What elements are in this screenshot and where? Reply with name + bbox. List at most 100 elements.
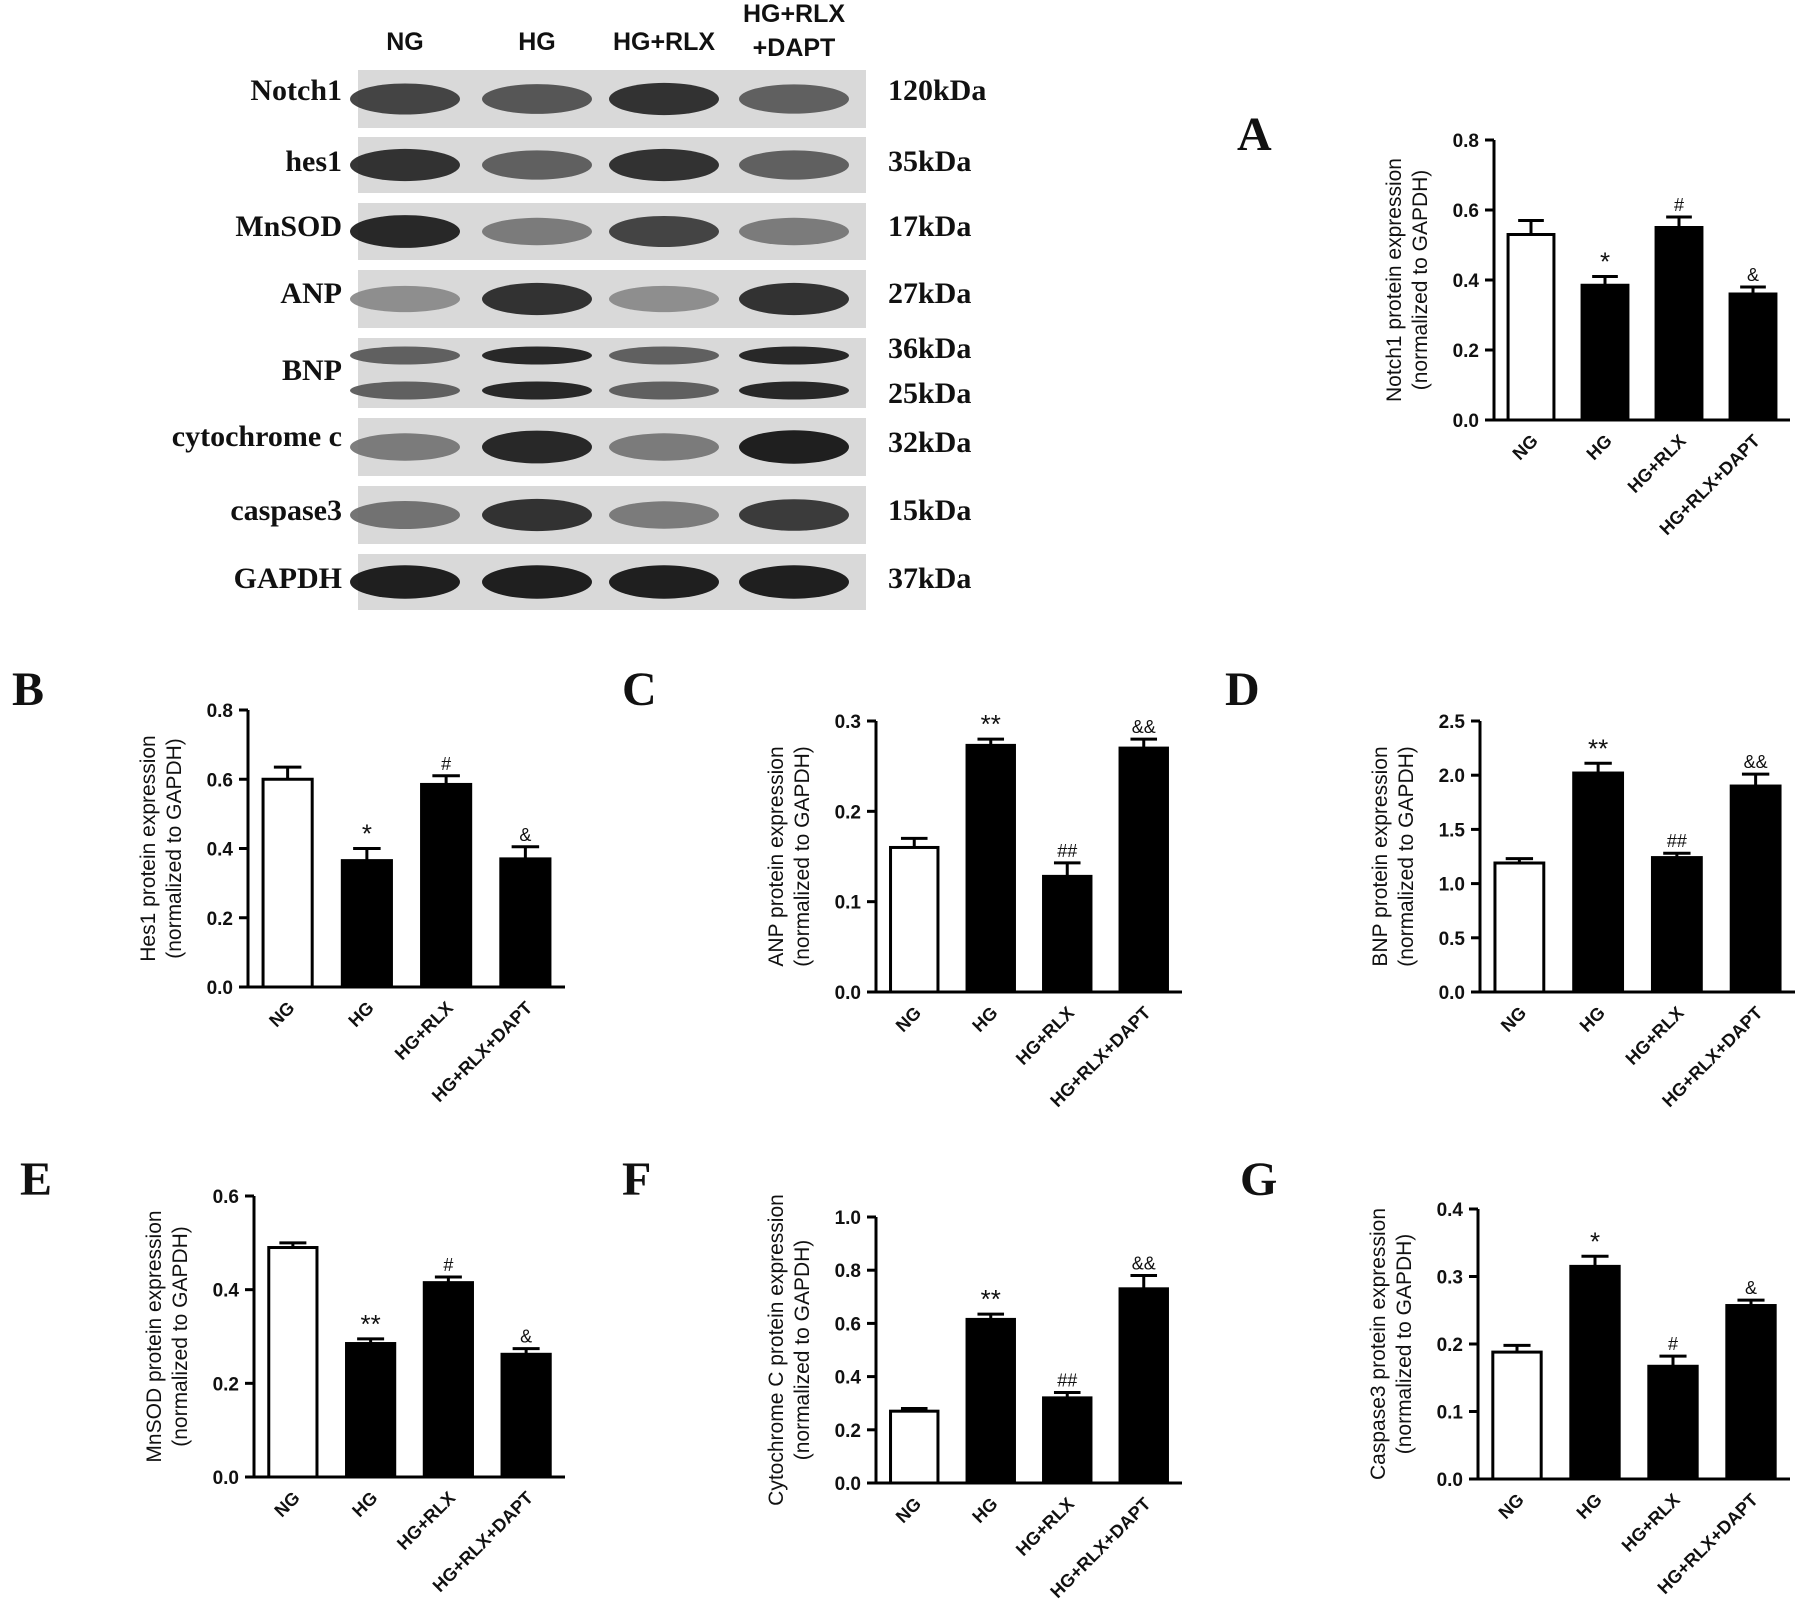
x-tick-label: NG <box>892 1494 925 1527</box>
bar <box>1580 283 1630 422</box>
bar <box>889 1409 940 1485</box>
y-tick-label: 0.6 <box>213 1187 239 1208</box>
bar <box>340 859 393 989</box>
y-tick-label: 1.0 <box>1439 875 1465 896</box>
blot-band <box>482 84 592 114</box>
x-tick-label: NG <box>1497 1003 1530 1036</box>
blot-band <box>739 346 849 365</box>
bar <box>267 1246 319 1479</box>
y-tick-label: 0.2 <box>835 802 861 823</box>
significance-label: ** <box>361 1309 381 1339</box>
x-tick-label: NG <box>892 1003 925 1036</box>
chart-panel: E 0.0 0.2 0.4 0.6 MnSOD protein expression (no… <box>20 1153 565 1596</box>
blot-band <box>350 346 460 365</box>
y-tick-label: 1.5 <box>1439 820 1466 841</box>
panel-letter: D <box>1225 663 1260 716</box>
y-axis-label: Caspase3 protein expression (normalized t… <box>1367 1208 1416 1480</box>
y-tick-label: 0.8 <box>1453 131 1479 152</box>
significance-label: # <box>443 1255 453 1275</box>
bar <box>1042 1396 1093 1485</box>
bar <box>1493 861 1546 994</box>
blot-row: hes1 35kDa <box>285 137 971 193</box>
bar <box>261 777 314 989</box>
blot-band <box>609 501 719 529</box>
bar <box>420 782 473 989</box>
x-tick-label: HG+RLX <box>1012 1494 1078 1560</box>
blot-band <box>350 83 460 115</box>
blot-kda-label: 27kDa <box>888 277 971 310</box>
blot-band <box>739 217 849 246</box>
y-tick-label: 2.5 <box>1439 712 1466 733</box>
blot-kda-label: 32kDa <box>888 426 971 459</box>
bar <box>422 1281 474 1479</box>
blot-kda-label: 25kDa <box>888 377 971 410</box>
blot-protein-label: hes1 <box>285 145 342 178</box>
blot-band <box>350 148 460 182</box>
x-tick-label: HG+RLX <box>1012 1003 1078 1069</box>
y-axis-label: Notch1 protein expression (normalized to … <box>1383 158 1432 402</box>
x-tick-label: HG+RLX <box>1622 1003 1688 1069</box>
x-tick-label: HG <box>968 1003 1001 1036</box>
blot-band <box>482 381 592 400</box>
y-tick-label: 0.6 <box>835 1314 861 1335</box>
bar <box>1118 1287 1169 1485</box>
bar <box>1118 746 1169 994</box>
blot-lane-label: HG+RLX <box>613 28 715 56</box>
blot-band <box>482 150 592 180</box>
blot-band <box>739 381 849 400</box>
blot-kda-label: 15kDa <box>888 494 971 527</box>
x-tick-label: NG <box>265 998 298 1031</box>
blot-row: GAPDH 37kDa <box>234 554 971 610</box>
y-axis-label: ANP protein expression (normalized to GAP… <box>765 746 814 967</box>
y-tick-label: 0.2 <box>213 1374 239 1395</box>
y-axis-label: MnSOD protein expression (normalized to G… <box>143 1210 192 1462</box>
chart-panel: B 0.0 0.2 0.4 0.6 0.8 Hes1 protein expression(… <box>12 663 565 1106</box>
bar <box>1728 292 1778 422</box>
blot-protein-label: cytochrome c <box>172 420 342 453</box>
significance-label: # <box>1674 195 1684 215</box>
blot-row: caspase3 15kDa <box>230 486 971 544</box>
y-tick-label: 0.4 <box>1453 271 1480 292</box>
significance-label: ** <box>1588 733 1608 763</box>
blot-band <box>482 565 592 599</box>
bar <box>1725 1304 1777 1481</box>
panel-letter: A <box>1237 108 1272 161</box>
blot-band <box>609 565 719 599</box>
bar <box>1650 856 1703 994</box>
bar <box>1491 1350 1543 1481</box>
y-tick-label: 0.2 <box>207 909 233 930</box>
chart-panel: A 0.0 0.2 0.4 0.6 0.8 Notch1 protein expressio… <box>1237 108 1790 539</box>
blot-band <box>609 346 719 365</box>
blot-band <box>609 381 719 400</box>
bar <box>1647 1364 1699 1481</box>
panel-letter: B <box>12 663 44 716</box>
blot-band <box>350 215 460 248</box>
y-tick-label: 0.6 <box>207 770 233 791</box>
significance-label: # <box>1668 1334 1678 1354</box>
chart-panel: D 0.0 0.5 1.0 1.5 2.0 2.5 BNP protein expressio… <box>1225 663 1795 1111</box>
significance-label: & <box>519 825 531 845</box>
panel-letter: C <box>622 663 657 716</box>
x-tick-label: NG <box>1495 1490 1528 1523</box>
bar <box>1572 771 1625 994</box>
blot-band <box>739 430 849 464</box>
y-tick-label: 0.3 <box>1437 1268 1463 1289</box>
blot-band <box>482 498 592 532</box>
blot-band <box>482 282 592 316</box>
bar <box>1569 1264 1621 1481</box>
blot-row: Notch1 120kDa <box>250 70 986 128</box>
x-tick-label: HG+RLX <box>1618 1490 1684 1556</box>
western-blot: NG HG HG+RLX HG+RLX +DAPT Notch1 120kDa hes1 35k… <box>172 0 986 610</box>
blot-kda-label: 17kDa <box>888 210 971 243</box>
significance-label: ** <box>981 709 1001 739</box>
y-tick-label: 0.4 <box>213 1281 240 1302</box>
x-tick-label: HG <box>968 1494 1001 1527</box>
bar <box>1042 874 1093 994</box>
bar <box>1729 784 1782 994</box>
x-tick-label: HG <box>1576 1003 1609 1036</box>
blot-band <box>739 499 849 531</box>
bar <box>500 1352 552 1479</box>
blot-kda-label: 36kDa <box>888 332 971 365</box>
y-tick-label: 0.2 <box>1453 341 1479 362</box>
